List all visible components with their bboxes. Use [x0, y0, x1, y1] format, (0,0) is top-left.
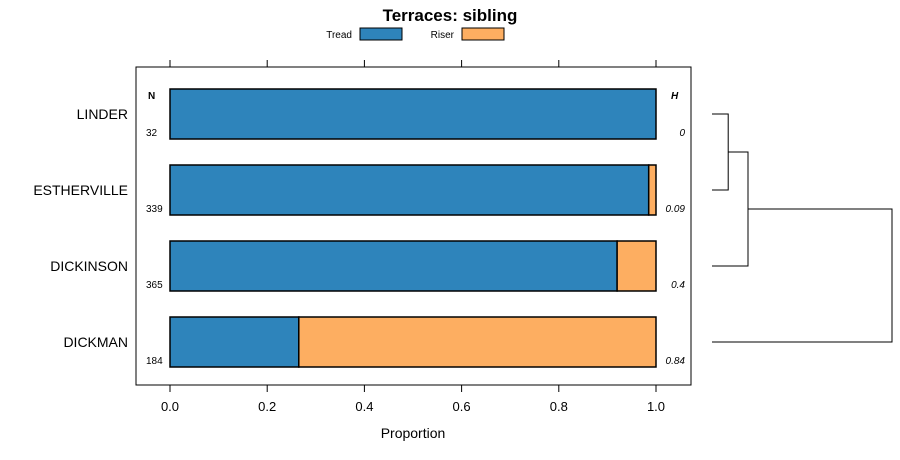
- x-tick-label: 0.8: [550, 399, 568, 414]
- bar-riser-estherville: [647, 164, 657, 216]
- category-label-linder: LINDER: [77, 106, 128, 122]
- legend-label-tread: Tread: [326, 30, 352, 41]
- bar-tread-dickman: [169, 316, 300, 368]
- x-axis-title: Proportion: [381, 425, 446, 441]
- dendrogram: [712, 113, 893, 343]
- n-column-header: N: [148, 91, 155, 102]
- side-labels: 32 0 339 0.09 365 0.4 184 0.84: [146, 128, 685, 367]
- n-value-estherville: 339: [146, 204, 163, 215]
- dendrogram-branch-2: [712, 151, 749, 267]
- category-label-dickman: DICKMAN: [63, 334, 128, 350]
- plot-frame: [135, 66, 692, 386]
- n-value-dickinson: 365: [146, 280, 163, 291]
- axis-ticks: 0.0 0.2 0.4 0.6 0.8 1.0: [161, 60, 665, 414]
- category-labels: LINDER ESTHERVILLE DICKINSON DICKMAN: [33, 106, 128, 350]
- bars: [169, 88, 657, 368]
- x-tick-label: 0.2: [258, 399, 276, 414]
- h-value-linder: 0: [679, 128, 685, 139]
- x-tick-label: 1.0: [647, 399, 665, 414]
- h-value-dickinson: 0.4: [671, 280, 685, 291]
- n-value-linder: 32: [146, 128, 158, 139]
- legend-label-riser: Riser: [431, 30, 455, 41]
- bar-riser-dickman: [298, 316, 657, 368]
- legend: Tread Riser: [326, 27, 505, 41]
- category-label-estherville: ESTHERVILLE: [33, 182, 128, 198]
- legend-swatch-tread: [359, 27, 403, 41]
- x-tick-label: 0.4: [355, 399, 373, 414]
- h-value-dickman: 0.84: [666, 356, 686, 367]
- bar-tread-linder: [169, 88, 657, 140]
- n-value-dickman: 184: [146, 356, 163, 367]
- x-tick-label: 0.0: [161, 399, 179, 414]
- h-value-estherville: 0.09: [666, 204, 686, 215]
- dendrogram-branch-1: [712, 113, 729, 191]
- bar-tread-dickinson: [169, 240, 618, 292]
- bar-tread-estherville: [169, 164, 650, 216]
- bar-riser-dickinson: [616, 240, 657, 292]
- h-column-header: H: [671, 91, 679, 102]
- dendrogram-branch-3: [712, 208, 893, 343]
- x-tick-label: 0.6: [453, 399, 471, 414]
- chart-title: Terraces: sibling: [383, 6, 518, 25]
- category-label-dickinson: DICKINSON: [50, 258, 128, 274]
- legend-swatch-riser: [461, 27, 505, 41]
